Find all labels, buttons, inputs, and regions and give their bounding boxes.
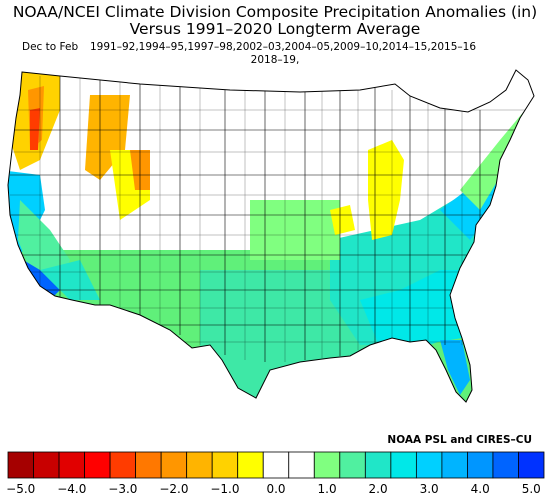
colorbar-swatch: [33, 451, 60, 479]
colorbar-swatch: [313, 451, 341, 479]
colorbar-swatch: [237, 451, 264, 479]
colorbar-swatch: [58, 451, 85, 479]
composite-years-line1: 1991–92,1994–95,1997–98,2002–03,2004–05,…: [90, 41, 477, 53]
colorbar-swatch: [262, 451, 290, 479]
colorbar-tick-label: −1.0: [210, 482, 240, 496]
colorbar-tick-label: −2.0: [159, 482, 189, 496]
precip-anomaly-map: [7, 69, 535, 403]
colorbar-swatch: [467, 451, 494, 479]
colorbar-tick-label: 0.0: [266, 482, 286, 496]
colorbar-tick-label: −4.0: [57, 482, 87, 496]
colorbar-swatch: [109, 451, 137, 479]
colorbar-tick-label: −3.0: [108, 482, 138, 496]
colorbar-swatch: [84, 451, 111, 479]
composite-years-line2: 2018–19,: [250, 54, 300, 66]
colorbar-tick-label: 2.0: [368, 482, 388, 496]
season-label: Dec to Feb: [22, 41, 79, 53]
colorbar-tick-label: 5.0: [521, 482, 541, 496]
colorbar-swatch: [415, 451, 443, 479]
colorbar-swatch: [441, 451, 468, 479]
colorbar-tick-label: 1.0: [317, 482, 337, 496]
map-title-line2: Versus 1991–2020 Longterm Average: [129, 20, 421, 38]
colorbar-swatch: [364, 451, 392, 479]
colorbar-swatch: [135, 451, 162, 479]
colorbar-swatch: [7, 451, 34, 479]
colorbar-swatch: [211, 451, 239, 479]
colorbar-tick-label: 3.0: [419, 482, 439, 496]
colorbar-swatch: [492, 451, 519, 479]
colorbar-swatch: [518, 451, 545, 479]
colorbar-tick-label: −5.0: [6, 482, 36, 496]
colorbar-swatch: [339, 451, 366, 479]
map-title-line1: NOAA/NCEI Climate Division Composite Pre…: [12, 3, 538, 21]
colorbar-swatch: [160, 451, 188, 479]
colorbar-swatch: [390, 451, 417, 479]
colorbar-tick-label: 4.0: [470, 482, 490, 496]
colorbar-swatch: [288, 451, 315, 479]
credit-label: NOAA PSL and CIRES–CU: [387, 434, 532, 446]
colorbar-swatch: [186, 451, 213, 479]
